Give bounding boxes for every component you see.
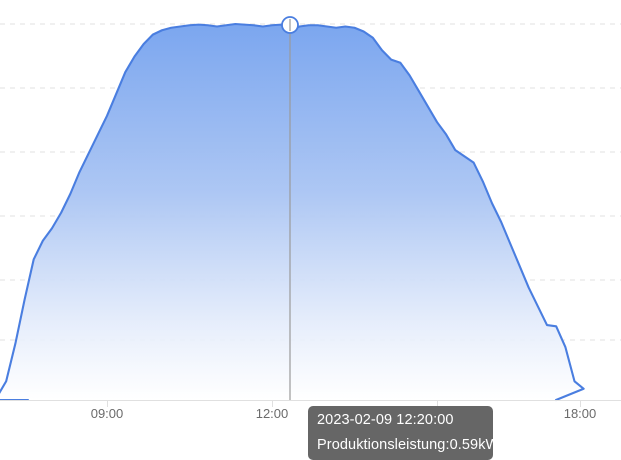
x-tick-label-1800: 18:00 <box>564 406 597 421</box>
chart-tooltip: 2023-02-09 12:20:00 Produktionsleistung:… <box>308 406 500 460</box>
x-tick-label-0900: 09:00 <box>91 406 124 421</box>
x-tick-label-1200: 12:00 <box>256 406 289 421</box>
x-axis <box>0 400 621 407</box>
area-fill <box>0 24 584 400</box>
tooltip-timestamp: 2023-02-09 12:20:00 <box>317 412 454 428</box>
hover-marker[interactable] <box>281 16 299 34</box>
tooltip-value: Produktionsleistung:0.59kW <box>317 437 500 453</box>
